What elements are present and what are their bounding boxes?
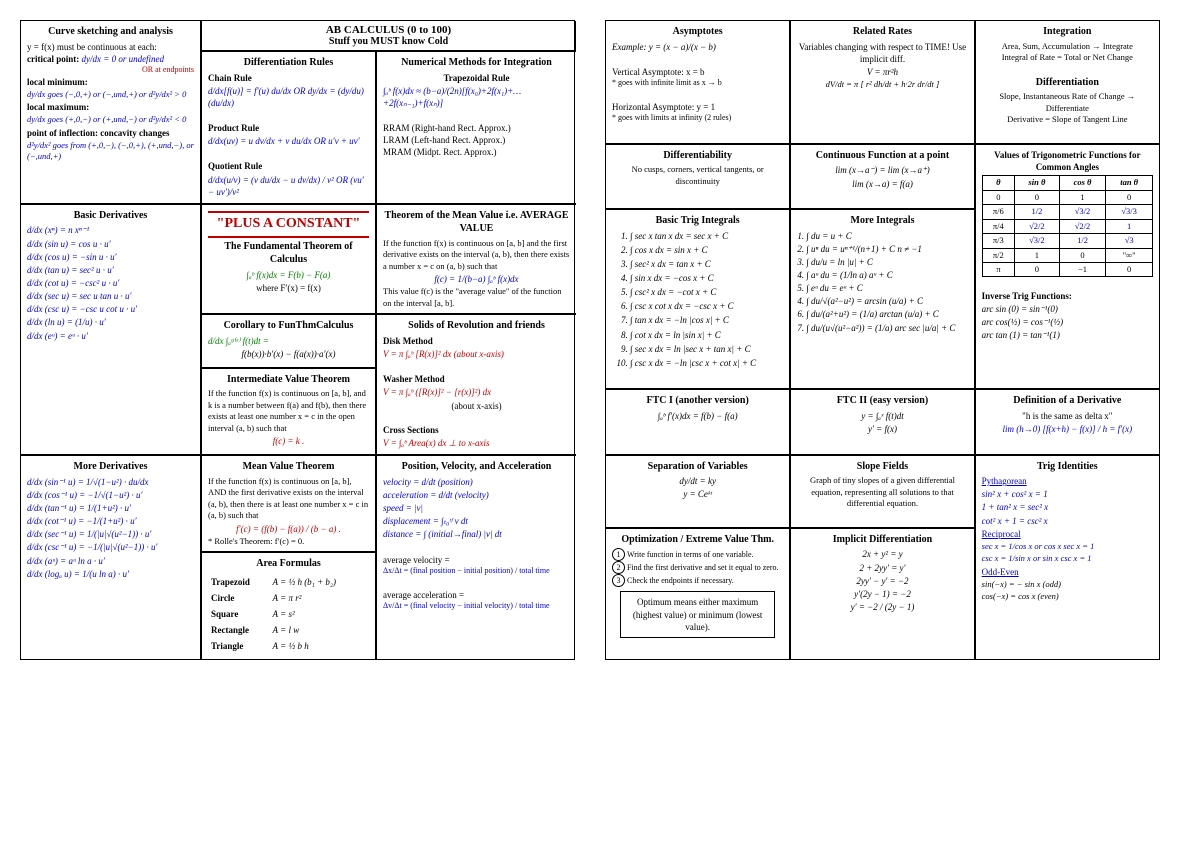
- trig-cell: √3/3: [1106, 205, 1153, 219]
- asym-cell: Asymptotes Example: y = (x − a)/(x − b) …: [606, 21, 790, 144]
- ftc2-cell: FTC II (easy version) y = ∫ₐˣ f(t)dt y′ …: [790, 389, 974, 454]
- sep-cell: Separation of Variables dy/dt = ky y = C…: [606, 455, 790, 528]
- trig-cell: √2/2: [1015, 219, 1060, 233]
- trig-header: sin θ: [1015, 176, 1060, 190]
- trig-header: θ: [982, 176, 1014, 190]
- solids-cell: Solids of Revolution and friends Disk Me…: [376, 314, 576, 455]
- trig-cell: 1: [1015, 248, 1060, 262]
- defderiv-cell: Definition of a Derivative "h is the sam…: [975, 389, 1159, 454]
- curve-title: Curve sketching and analysis: [27, 25, 194, 39]
- trig-cell: π/3: [982, 234, 1014, 248]
- trig-cell: π/4: [982, 219, 1014, 233]
- trig-cell: 0: [1106, 190, 1153, 204]
- trig-cell: "∞": [1106, 248, 1153, 262]
- trig-cell: 0: [1106, 263, 1153, 277]
- trig-table: θsin θcos θtan θ 0010π/61/2√3/2√3/3π/4√2…: [982, 175, 1153, 277]
- differ-cell: Differentiability No cusps, corners, ver…: [606, 144, 790, 209]
- trigvals-cell: Values of Trigonometric Functions for Co…: [975, 144, 1159, 390]
- integ-cell: Integration Area, Sum, Accumulation → In…: [975, 21, 1159, 144]
- mvt-cell: Mean Value Theorem If the function f(x) …: [201, 455, 376, 552]
- trig-cell: √3: [1106, 234, 1153, 248]
- cor-cell: Corollary to FunThmCalculus d/dx ∫ₐᵍ⁽ˣ⁾ …: [201, 314, 376, 368]
- more-cell: More Derivatives d/dx (sin⁻¹ u) = 1/√(1−…: [21, 455, 201, 659]
- trig-cell: −1: [1059, 263, 1106, 277]
- moreint-cell: More Integrals 1. ∫ du = u + C 2. ∫ uⁿ d…: [790, 209, 974, 389]
- trig-cell: π/2: [982, 248, 1014, 262]
- constant-cell: "PLUS A CONSTANT" The Fundamental Theore…: [201, 204, 376, 314]
- impl-cell: Implicit Differentiation 2x + y² = y 2 +…: [790, 528, 974, 659]
- basic-cell: Basic Derivatives d/dx (xⁿ) = n xⁿ⁻¹ d/d…: [21, 204, 201, 455]
- trig-cell: 0: [982, 190, 1014, 204]
- related-cell: Related Rates Variables changing with re…: [790, 21, 974, 144]
- area-cell: Area Formulas TrapezoidA = ½ h (b₁ + b₂)…: [201, 552, 376, 659]
- diff-cell: Differentiation Rules Chain Rule d/dx[f(…: [201, 51, 376, 204]
- trig-cell: √3/2: [1059, 205, 1106, 219]
- left-page: Curve sketching and analysis y = f(x) mu…: [20, 20, 575, 660]
- trig-cell: √3/2: [1015, 234, 1060, 248]
- num-cell: Numerical Methods for Integration Trapez…: [376, 51, 576, 204]
- trig-header: cos θ: [1059, 176, 1106, 190]
- pva-cell: Position, Velocity, and Acceleration vel…: [376, 455, 576, 659]
- trig-cell: π: [982, 263, 1014, 277]
- ident-cell: Trig Identities Pythagorean sin² x + cos…: [975, 455, 1159, 660]
- trig-header: tan θ: [1106, 176, 1153, 190]
- trig-cell: π/6: [982, 205, 1014, 219]
- trig-cell: 1: [1106, 219, 1153, 233]
- opt-cell: Optimization / Extreme Value Thm. 1Write…: [606, 528, 790, 659]
- main-header: AB CALCULUS (0 to 100) Stuff you MUST kn…: [201, 21, 576, 51]
- trig-cell: 0: [1015, 190, 1060, 204]
- trig-cell: 1/2: [1015, 205, 1060, 219]
- trig-cell: √2/2: [1059, 219, 1106, 233]
- trig-cell: 1/2: [1059, 234, 1106, 248]
- curve-cell: Curve sketching and analysis y = f(x) mu…: [21, 21, 201, 204]
- mean-cell: Theorem of the Mean Value i.e. AVERAGE V…: [376, 204, 576, 314]
- right-page: Asymptotes Example: y = (x − a)/(x − b) …: [605, 20, 1160, 660]
- cont-cell: Continuous Function at a point lim (x→a⁻…: [790, 144, 974, 209]
- ivt-cell: Intermediate Value Theorem If the functi…: [201, 368, 376, 455]
- trig-cell: 1: [1059, 190, 1106, 204]
- basictrig-cell: Basic Trig Integrals ∫ sec x tan x dx = …: [606, 209, 790, 389]
- ftc1-cell: FTC I (another version) ∫ₐᵇ f′(x)dx = f(…: [606, 389, 790, 454]
- slope-cell: Slope Fields Graph of tiny slopes of a g…: [790, 455, 974, 528]
- trig-cell: 0: [1059, 248, 1106, 262]
- trig-cell: 0: [1015, 263, 1060, 277]
